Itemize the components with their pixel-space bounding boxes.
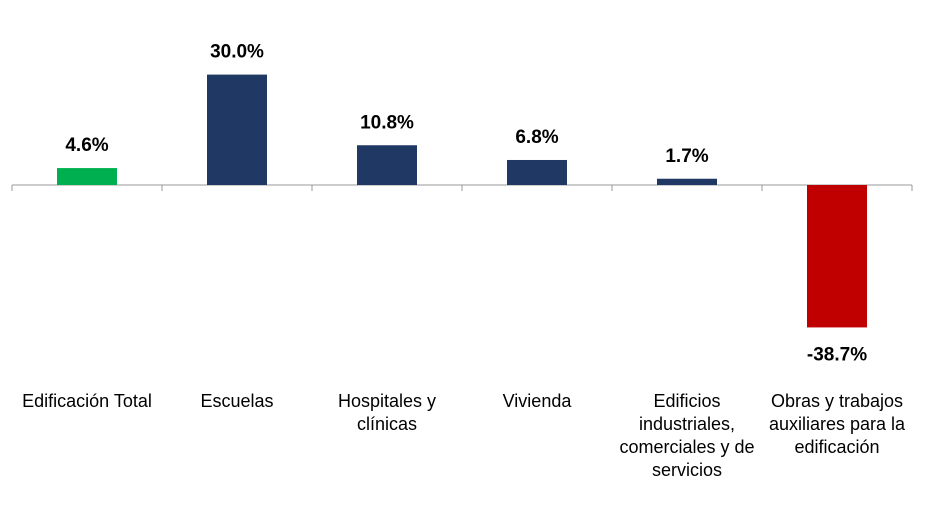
- x-tick-label: Hospitales y clínicas: [337, 391, 437, 434]
- bar: [507, 159, 567, 185]
- value-label: 1.7%: [665, 146, 708, 167]
- value-label: 4.6%: [65, 135, 108, 156]
- bar: [207, 74, 267, 185]
- value-label: -38.7%: [807, 344, 867, 365]
- x-tick-label: Escuelas: [200, 391, 274, 411]
- bar: [57, 168, 117, 185]
- value-label: 10.8%: [360, 112, 414, 133]
- value-label: 6.8%: [515, 127, 558, 148]
- x-tick-label: Obras y trabajos auxiliares para la edif…: [768, 391, 906, 457]
- x-tick-label: Vivienda: [502, 391, 572, 411]
- bar: [657, 178, 717, 185]
- bar: [807, 185, 867, 328]
- x-tick-label: Edificación Total: [22, 391, 152, 411]
- x-tick-label: Edificios industriales, comerciales y de…: [619, 391, 755, 480]
- value-label: 30.0%: [210, 42, 264, 63]
- bar: [357, 145, 417, 185]
